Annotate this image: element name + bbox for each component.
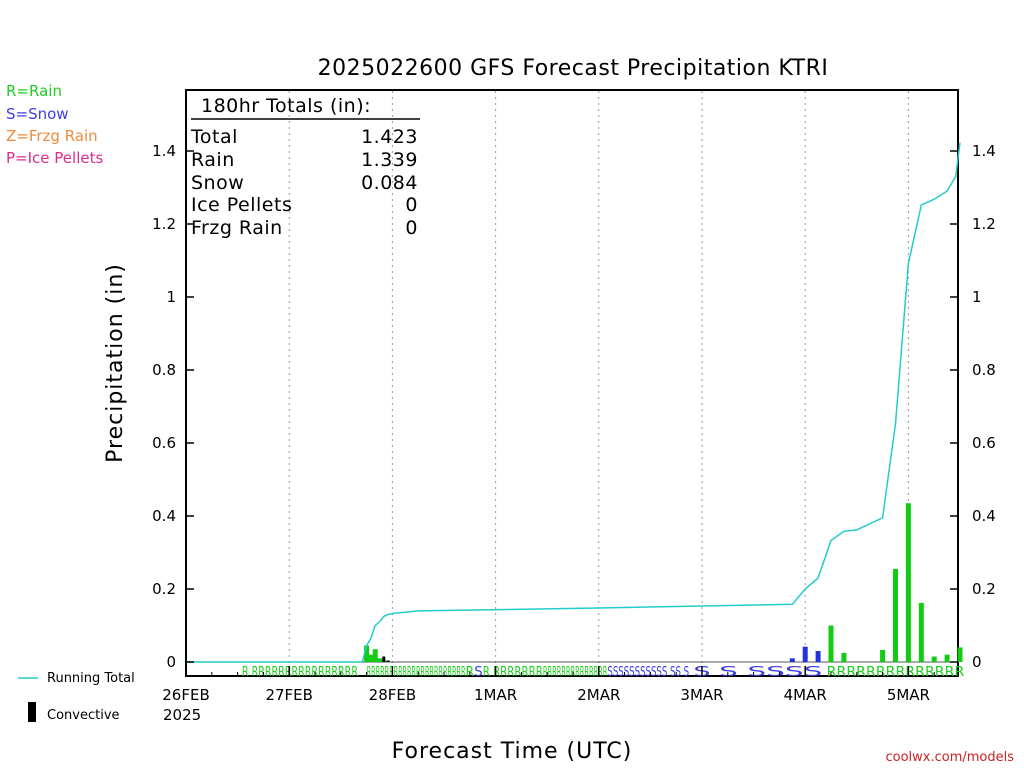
bar-rain bbox=[905, 503, 911, 662]
legend-rain: R=Rain bbox=[6, 82, 62, 100]
bar-rain bbox=[893, 568, 898, 662]
bar-rain bbox=[828, 625, 834, 662]
y-ticks: 0 00.2 0.20.4 0.40.6 0.60.8 0.81 11.2 1.21.4 1.4 bbox=[152, 142, 996, 671]
ptype-label: RRRRRRRRRRRRRR bbox=[827, 665, 965, 680]
ptype-label: SSSSSSSSSSS SS S bbox=[607, 665, 689, 680]
y-axis-label: Precipitation (in) bbox=[103, 263, 128, 463]
precip-bars bbox=[364, 503, 963, 662]
bar-rain bbox=[931, 656, 937, 662]
ytick-label-left: 0.2 bbox=[152, 580, 176, 598]
bar-snow bbox=[789, 658, 795, 662]
watermark: coolwx.com/models bbox=[885, 750, 1014, 765]
bar-rain bbox=[368, 654, 374, 662]
ptype-label: R RRRRRRR bbox=[483, 665, 543, 680]
bar-snow bbox=[815, 651, 821, 662]
totals-frzg-label: Frzg Rain bbox=[191, 217, 283, 239]
ptype-legend: R=Rain S=Snow Z=Frzg Rain P=Ice Pellets bbox=[6, 82, 103, 167]
bar-convective bbox=[382, 656, 386, 662]
xtick-label: 26FEB bbox=[162, 686, 209, 704]
totals-ice-value: 0 bbox=[405, 194, 418, 216]
totals-total-value: 1.423 bbox=[361, 126, 418, 148]
bar-rain bbox=[880, 649, 886, 662]
bar-rain bbox=[957, 647, 963, 662]
ytick-label-right: 1 bbox=[972, 288, 982, 306]
convective-legend: Convective bbox=[47, 708, 120, 723]
ytick-label-right: 0 bbox=[972, 653, 982, 671]
x-ticks: 26FEB 2025 27FEB 28FEB 1MAR 2MAR 3MAR 4MAR 5MAR bbox=[162, 666, 935, 724]
legend-freezing-rain: Z=Frzg Rain bbox=[6, 127, 98, 145]
ytick-label-right: 0.6 bbox=[972, 434, 996, 452]
ptype-label: RRRRRRRRRRRRRRRRRRRRRR bbox=[367, 665, 466, 680]
bar-rain bbox=[377, 658, 382, 662]
xtick-label: 5MAR bbox=[887, 686, 930, 704]
ytick-label-left: 1.2 bbox=[152, 215, 176, 233]
xtick-label: 28FEB bbox=[369, 686, 416, 704]
ptype-label: S bbox=[474, 665, 483, 680]
ytick-label-right: 1.2 bbox=[972, 215, 996, 233]
bar-rain bbox=[372, 649, 378, 662]
totals-ice-label: Ice Pellets bbox=[191, 194, 292, 216]
bar-snow bbox=[802, 646, 808, 662]
ytick-label-left: 1 bbox=[166, 288, 176, 306]
totals-total-label: Total bbox=[190, 126, 238, 148]
legend-ice-pellets: P=Ice Pellets bbox=[6, 149, 103, 167]
totals-heading: 180hr Totals (in): bbox=[201, 95, 371, 117]
ptype-row: R RRRRRRRRRRRRRRRR RRRRRRRRRRRRRRRRRRRRRR… bbox=[242, 665, 964, 680]
ytick-label-left: 0 bbox=[166, 653, 176, 671]
ytick-label-right: 0.2 bbox=[972, 580, 996, 598]
xtick-label: 27FEB bbox=[265, 686, 312, 704]
ytick-label-right: 1.4 bbox=[972, 142, 996, 160]
totals-snow-value: 0.084 bbox=[361, 172, 418, 194]
totals-rain-value: 1.339 bbox=[361, 149, 418, 171]
xtick-label: 2MAR bbox=[577, 686, 620, 704]
ytick-label-left: 0.6 bbox=[152, 434, 176, 452]
convective-swatch bbox=[28, 702, 36, 722]
bar-convective bbox=[386, 660, 390, 662]
ytick-label-left: 1.4 bbox=[152, 142, 176, 160]
ptype-label: R RRRRRRRRRRRRRRRR bbox=[242, 665, 358, 680]
totals-box: 180hr Totals (in): Total 1.423 Rain 1.33… bbox=[190, 95, 420, 239]
xtick-label: 1MAR bbox=[474, 686, 517, 704]
bar-rain bbox=[364, 645, 370, 662]
x-axis-label: Forecast Time (UTC) bbox=[392, 739, 633, 764]
chart-title: 2025022600 GFS Forecast Precipitation KT… bbox=[318, 56, 829, 81]
totals-frzg-value: 0 bbox=[405, 217, 418, 239]
ptype-label: RRRRRRRRRRRRRR bbox=[543, 665, 608, 680]
ytick-label-left: 0.8 bbox=[152, 361, 176, 379]
plot-frame bbox=[185, 89, 959, 677]
ytick-label-right: 0.8 bbox=[972, 361, 996, 379]
xtick-label: 4MAR bbox=[784, 686, 827, 704]
totals-snow-label: Snow bbox=[191, 172, 244, 194]
ptype-label: S SSSS bbox=[719, 665, 822, 680]
running-total-polyline bbox=[186, 142, 961, 663]
ytick-label-left: 0.4 bbox=[152, 507, 176, 525]
bottom-legend: Running Total Convective bbox=[18, 671, 135, 723]
ytick-label-right: 0.4 bbox=[972, 507, 996, 525]
legend-snow: S=Snow bbox=[6, 105, 69, 123]
running-total-line bbox=[186, 142, 961, 663]
bar-rain bbox=[944, 654, 950, 662]
running-total-legend: Running Total bbox=[47, 671, 135, 686]
xtick-label: 3MAR bbox=[680, 686, 723, 704]
totals-rain-label: Rain bbox=[191, 149, 235, 171]
xtick-sublabel: 2025 bbox=[163, 706, 201, 724]
bar-rain bbox=[841, 652, 847, 662]
bar-rain bbox=[918, 602, 924, 662]
